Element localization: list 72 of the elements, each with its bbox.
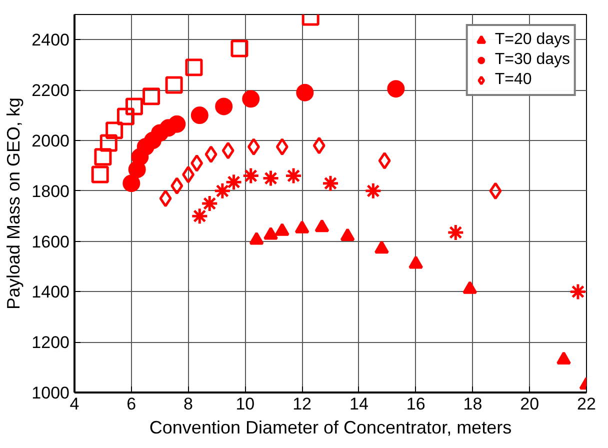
point (230, 40, 248, 58)
point (462, 281, 478, 294)
x-tick-label: 16 (406, 394, 426, 414)
y-tick-label: 1600 (32, 232, 70, 252)
point (312, 136, 326, 154)
point (190, 207, 208, 225)
point (182, 166, 195, 184)
legend-label: T=20 days (494, 31, 570, 49)
point (190, 106, 208, 124)
y-tick-label: 2200 (32, 81, 70, 100)
x-tick-label: 8 (184, 394, 194, 414)
legend-label: T=40 (494, 71, 532, 89)
y-tick-label: 2000 (32, 132, 70, 150)
point (556, 352, 571, 364)
point (165, 76, 183, 94)
x-tick-label: 20 (520, 394, 540, 414)
point (204, 146, 218, 164)
point (387, 80, 405, 98)
point (222, 142, 234, 160)
x-tick-label: 12 (292, 394, 312, 414)
x-tick-label: 14 (349, 394, 368, 414)
y-tick-label: 1200 (32, 333, 70, 352)
point (170, 177, 184, 195)
y-tick-label: 1800 (32, 182, 70, 201)
point (94, 148, 112, 166)
point (489, 182, 502, 200)
point (142, 88, 160, 106)
point (276, 138, 288, 156)
point (296, 84, 314, 102)
point (374, 240, 389, 254)
point (364, 182, 382, 200)
x-tick-label: 4 (70, 394, 80, 414)
x-axis-title: Convention Diameter of Concentrator, meters (149, 418, 512, 438)
point (264, 226, 278, 240)
y-tick-label: 1000 (32, 384, 70, 402)
x-tick-label: 22 (577, 394, 596, 414)
point (116, 108, 134, 126)
point (314, 219, 330, 232)
point (340, 228, 355, 241)
point (242, 90, 260, 108)
point (214, 182, 232, 200)
point (225, 173, 243, 191)
point (408, 256, 424, 269)
point (262, 170, 280, 188)
point (249, 232, 264, 245)
point (190, 154, 204, 172)
x-tick-label: 10 (236, 394, 255, 414)
x-tick-label: 6 (126, 394, 136, 414)
y-tick-label: 1400 (32, 282, 70, 302)
point (159, 190, 172, 208)
point (322, 174, 340, 192)
point (100, 134, 118, 152)
x-tick-label: 18 (463, 394, 482, 414)
point (200, 194, 218, 212)
y-tick-label: 2400 (32, 30, 70, 50)
point (91, 166, 109, 184)
point (294, 220, 310, 234)
point (122, 174, 140, 192)
point (168, 115, 186, 133)
point (378, 152, 391, 170)
point (274, 223, 290, 236)
point (215, 98, 233, 116)
point (185, 58, 203, 76)
point (446, 224, 464, 242)
point (569, 282, 586, 300)
point (284, 167, 302, 185)
legend-label: T=30 days (494, 51, 570, 69)
y-axis-title: Payload Mass on GEO, kg (4, 97, 24, 310)
point (106, 122, 124, 140)
point (247, 138, 260, 156)
point (125, 98, 143, 116)
point (242, 167, 260, 185)
